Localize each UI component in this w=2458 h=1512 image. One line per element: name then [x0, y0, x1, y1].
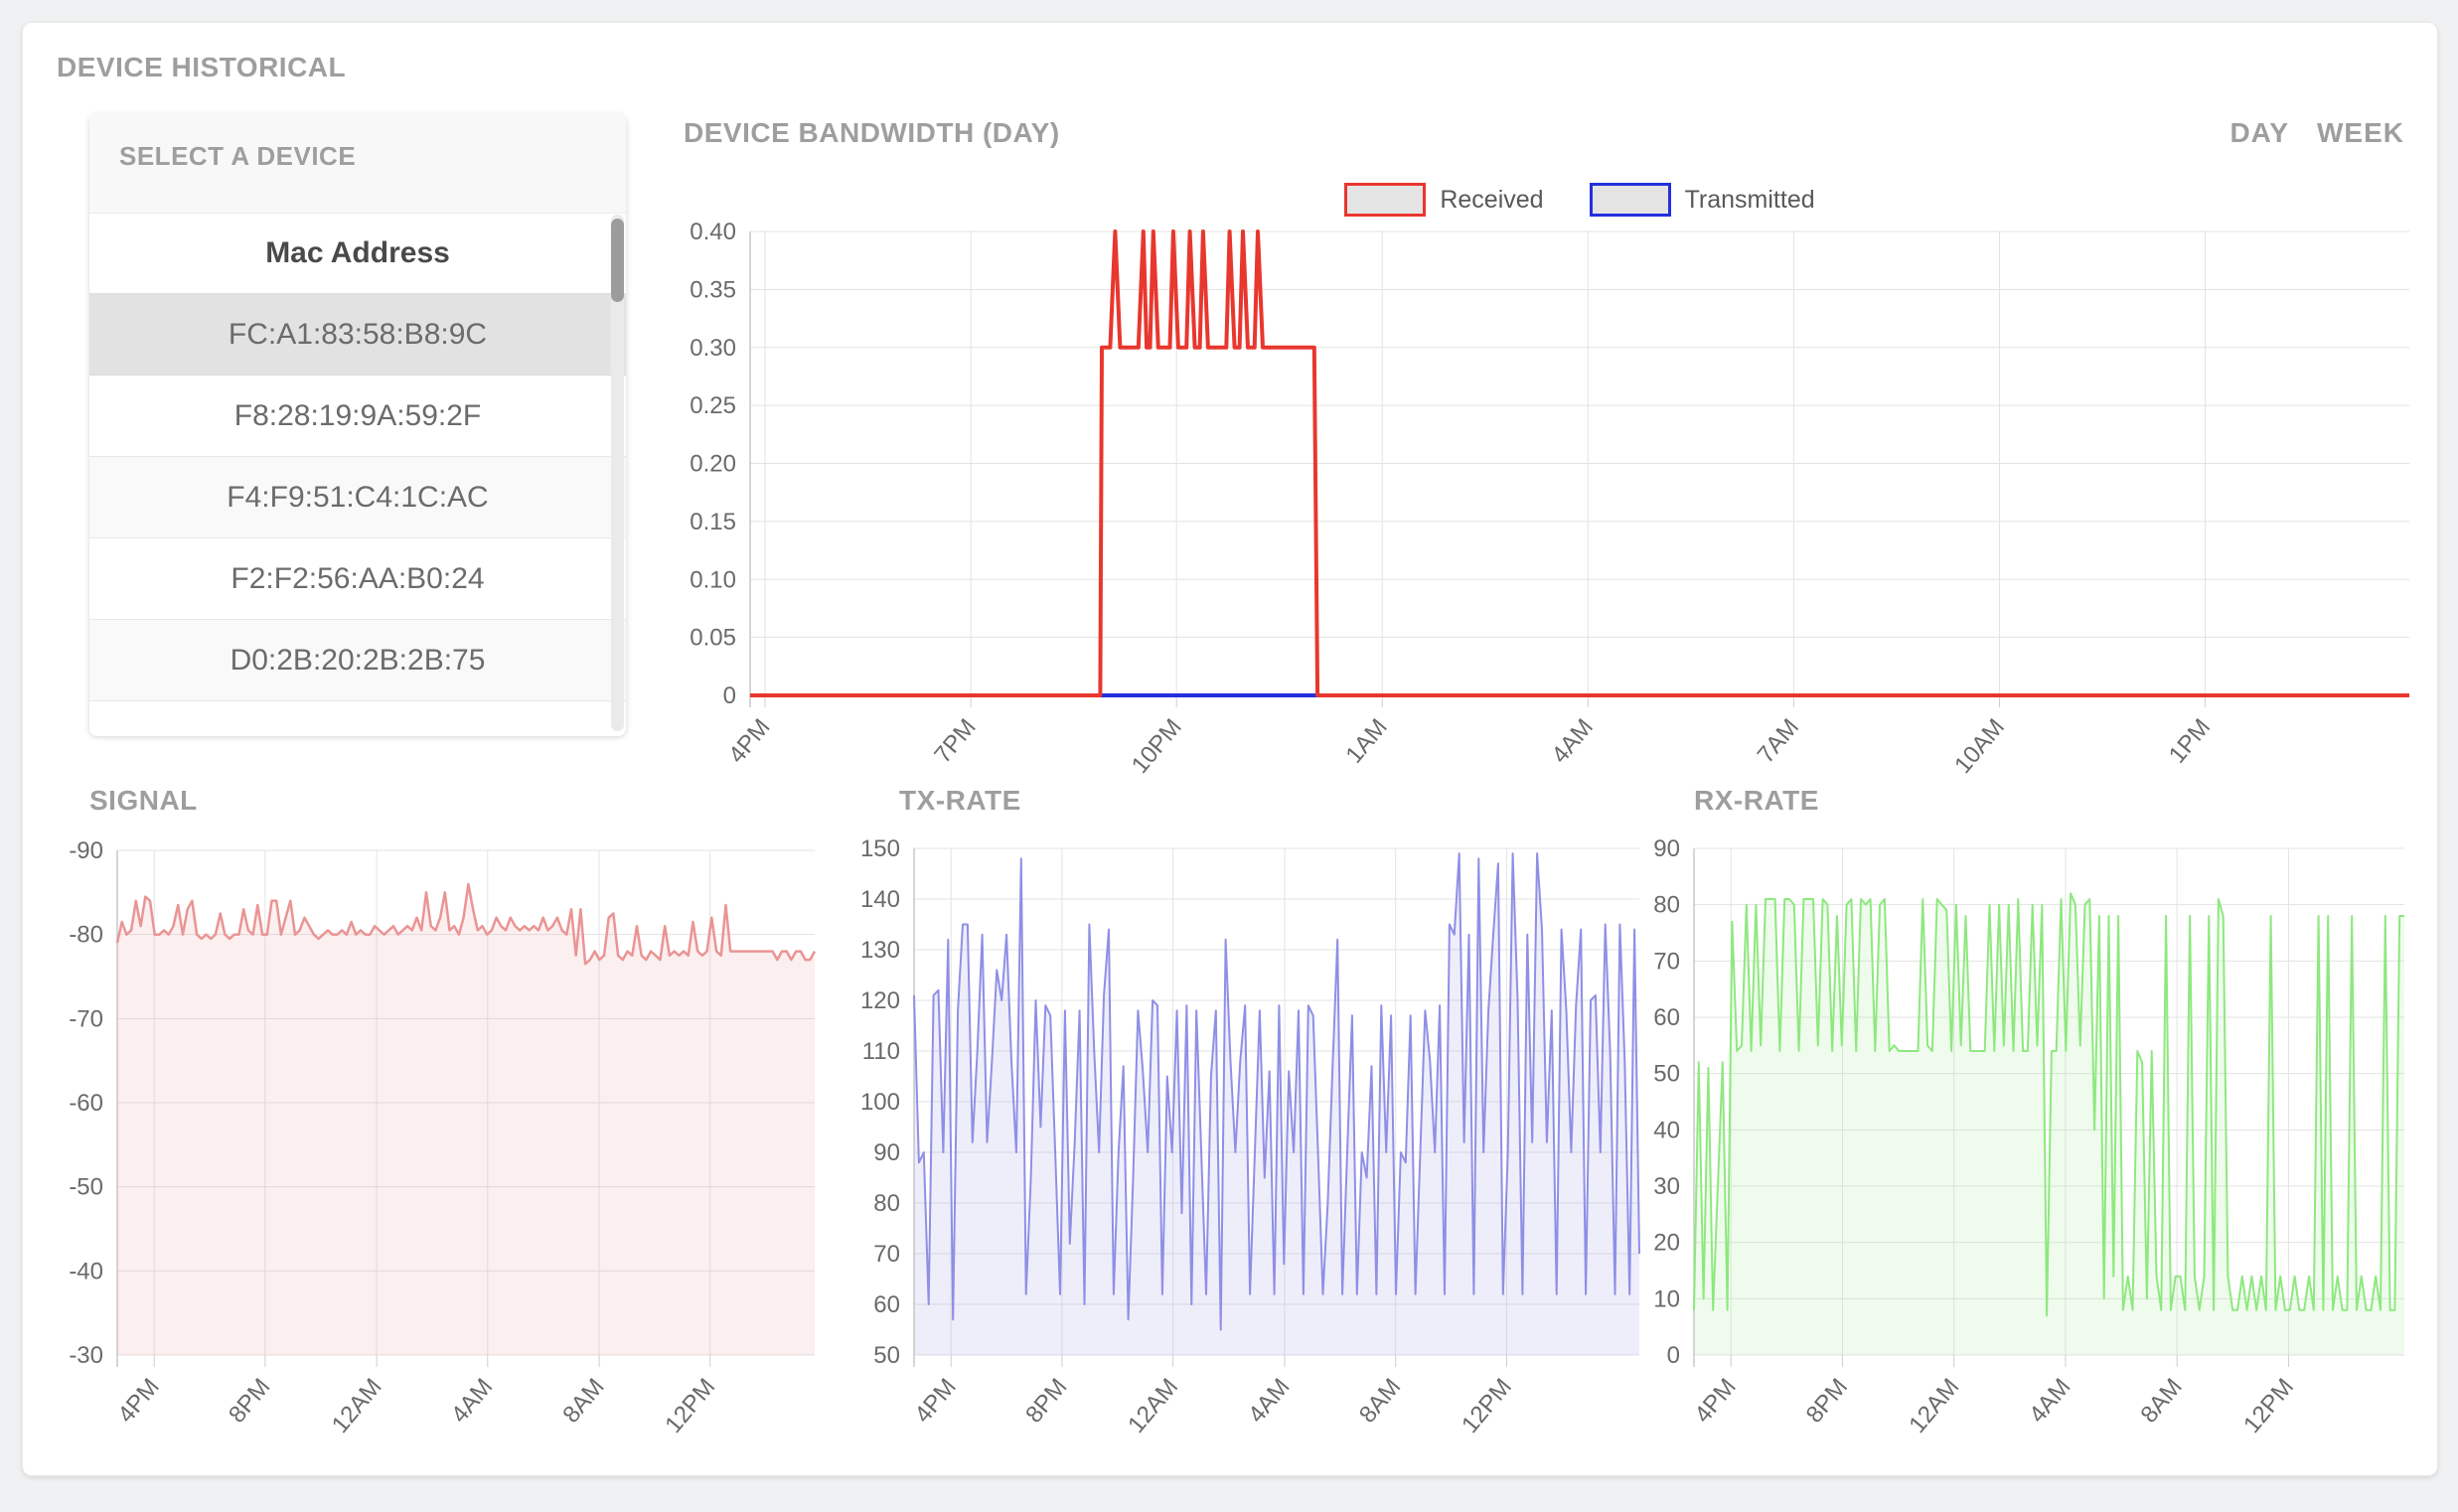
- svg-text:7PM: 7PM: [929, 714, 981, 769]
- svg-text:4PM: 4PM: [112, 1374, 164, 1429]
- svg-text:0: 0: [1667, 1342, 1680, 1369]
- svg-text:0: 0: [723, 682, 736, 709]
- svg-text:4AM: 4AM: [446, 1374, 498, 1429]
- legend-item-transmitted[interactable]: Transmitted: [1589, 183, 1815, 217]
- svg-text:12PM: 12PM: [2238, 1374, 2299, 1438]
- svg-text:-70: -70: [69, 1005, 103, 1032]
- transmitted-legend-label: Transmitted: [1684, 185, 1815, 214]
- transmitted-swatch-icon: [1589, 183, 1671, 217]
- signal-title: SIGNAL: [89, 785, 198, 816]
- device-row[interactable]: D0:2B:20:2B:2B:75: [89, 620, 626, 701]
- svg-text:-30: -30: [69, 1342, 103, 1369]
- scrollbar-thumb[interactable]: [611, 219, 624, 302]
- svg-text:4PM: 4PM: [909, 1374, 961, 1429]
- svg-text:50: 50: [1653, 1061, 1680, 1088]
- svg-text:0.25: 0.25: [690, 392, 736, 419]
- page-title: DEVICE HISTORICAL: [57, 52, 347, 82]
- device-list-scrollbar[interactable]: [611, 215, 624, 731]
- svg-text:0.40: 0.40: [690, 219, 736, 245]
- day-button[interactable]: DAY: [2229, 117, 2289, 148]
- received-swatch-icon: [1344, 183, 1427, 217]
- svg-text:40: 40: [1653, 1117, 1680, 1143]
- bandwidth-chart: 0.40 0.35 0.30 0.25 0.20 0.15 0.10 0.05 0 4PM 7PM 1…: [690, 219, 2409, 779]
- svg-text:60: 60: [873, 1291, 900, 1318]
- rx-rate-chart: 90 80 70 60 50 40 30 20 10 0 4PM 8PM 12AM 4AM 8AM 12PM: [1653, 835, 2404, 1438]
- bandwidth-title: DEVICE BANDWIDTH (DAY): [684, 117, 1060, 148]
- legend-item-received[interactable]: Received: [1344, 183, 1544, 217]
- device-table: Mac Address FC:A1:83:58:B8:9C F8:28:19:9A…: [89, 213, 626, 736]
- svg-text:-50: -50: [69, 1174, 103, 1201]
- svg-text:4AM: 4AM: [1243, 1374, 1295, 1429]
- svg-text:20: 20: [1653, 1230, 1680, 1257]
- svg-text:10AM: 10AM: [1949, 714, 2010, 779]
- svg-text:150: 150: [860, 835, 900, 862]
- received-legend-label: Received: [1440, 185, 1544, 214]
- svg-text:1AM: 1AM: [1340, 714, 1392, 769]
- svg-text:60: 60: [1653, 1004, 1680, 1031]
- svg-text:-60: -60: [69, 1090, 103, 1117]
- svg-text:7AM: 7AM: [1753, 714, 1804, 769]
- svg-text:0.30: 0.30: [690, 335, 736, 362]
- svg-text:70: 70: [873, 1241, 900, 1268]
- device-panel-title: SELECT A DEVICE: [119, 141, 357, 171]
- device-row[interactable]: F8:28:19:9A:59:2F: [89, 376, 626, 457]
- svg-text:50: 50: [873, 1342, 900, 1369]
- svg-text:1PM: 1PM: [2164, 714, 2216, 769]
- svg-text:80: 80: [873, 1190, 900, 1217]
- svg-text:110: 110: [862, 1038, 900, 1065]
- svg-text:90: 90: [873, 1139, 900, 1166]
- svg-text:8PM: 8PM: [1801, 1374, 1853, 1429]
- svg-text:90: 90: [1653, 835, 1680, 862]
- device-list: FC:A1:83:58:B8:9C F8:28:19:9A:59:2F F4:F9:…: [89, 294, 626, 701]
- svg-text:4AM: 4AM: [2024, 1374, 2075, 1429]
- svg-text:130: 130: [860, 937, 900, 964]
- svg-text:-90: -90: [69, 837, 103, 864]
- svg-text:0.35: 0.35: [690, 276, 736, 303]
- range-toggle: DAY WEEK: [2229, 117, 2404, 149]
- device-row[interactable]: F4:F9:51:C4:1C:AC: [89, 457, 626, 538]
- svg-text:30: 30: [1653, 1173, 1680, 1200]
- svg-text:10PM: 10PM: [1127, 714, 1187, 779]
- svg-text:-80: -80: [69, 922, 103, 949]
- svg-text:8AM: 8AM: [1354, 1374, 1406, 1429]
- svg-text:8AM: 8AM: [557, 1374, 609, 1429]
- svg-text:8PM: 8PM: [224, 1374, 275, 1429]
- svg-text:12PM: 12PM: [660, 1374, 720, 1438]
- device-table-header: Mac Address: [89, 214, 626, 294]
- svg-text:8PM: 8PM: [1020, 1374, 1072, 1429]
- svg-text:0.20: 0.20: [690, 451, 736, 478]
- svg-text:120: 120: [860, 987, 900, 1014]
- svg-text:80: 80: [1653, 892, 1680, 919]
- svg-text:140: 140: [860, 886, 900, 913]
- week-button[interactable]: WEEK: [2317, 117, 2404, 148]
- rx-rate-title: RX-RATE: [1694, 785, 1819, 816]
- svg-text:4PM: 4PM: [1689, 1374, 1741, 1429]
- svg-text:0.05: 0.05: [690, 625, 736, 652]
- signal-chart: -90 -80 -70 -60 -50 -40 -30 4PM 8PM 12AM 4AM 8AM 12P…: [69, 837, 817, 1438]
- svg-text:12AM: 12AM: [1123, 1374, 1183, 1438]
- svg-text:8AM: 8AM: [2135, 1374, 2187, 1429]
- tx-rate-title: TX-RATE: [899, 785, 1021, 816]
- svg-text:0.10: 0.10: [690, 566, 736, 593]
- device-row[interactable]: FC:A1:83:58:B8:9C: [89, 294, 626, 376]
- svg-text:0.15: 0.15: [690, 509, 736, 535]
- tx-rate-chart: 150 140 130 120 110 100 90 80 70 60 50 4PM 8PM 12AM 4A…: [860, 835, 1640, 1438]
- svg-text:4PM: 4PM: [723, 714, 775, 769]
- svg-text:100: 100: [860, 1089, 900, 1116]
- svg-text:12AM: 12AM: [1904, 1374, 1964, 1438]
- svg-text:10: 10: [1653, 1285, 1680, 1312]
- svg-text:70: 70: [1653, 948, 1680, 975]
- svg-text:4AM: 4AM: [1547, 714, 1599, 769]
- device-select-panel: SELECT A DEVICE Mac Address FC:A1:83:58:…: [89, 113, 626, 736]
- bandwidth-legend: Received Transmitted: [1172, 183, 1987, 217]
- svg-text:-40: -40: [69, 1258, 103, 1285]
- svg-text:12AM: 12AM: [327, 1374, 387, 1438]
- device-row[interactable]: F2:F2:56:AA:B0:24: [89, 538, 626, 620]
- svg-text:12PM: 12PM: [1457, 1374, 1517, 1438]
